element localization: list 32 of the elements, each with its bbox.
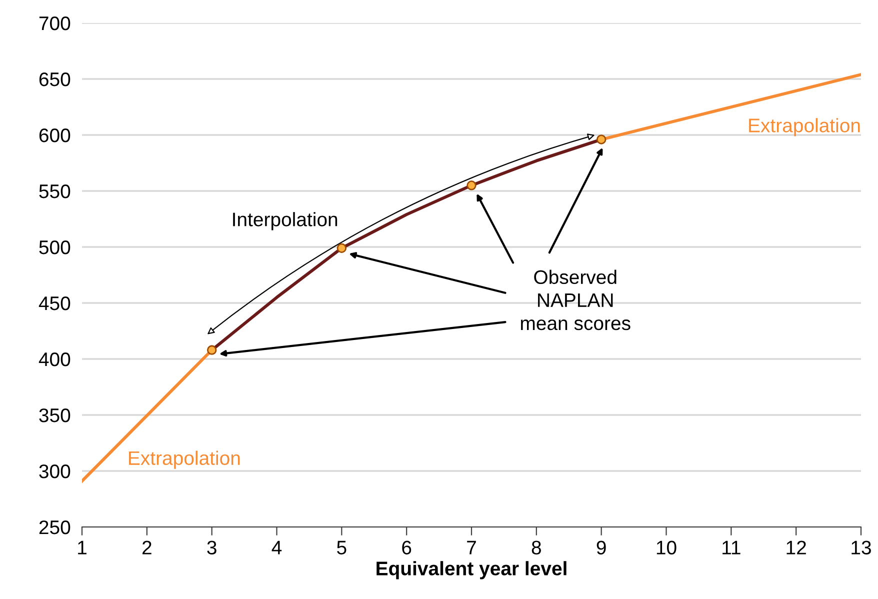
x-tick-label: 10: [656, 540, 676, 554]
y-tick-label: 250: [39, 520, 70, 534]
y-tick-label: 600: [39, 128, 70, 142]
x-tick-label: 9: [596, 540, 606, 554]
point: [336, 243, 347, 253]
annotation: Interpolation: [233, 212, 338, 230]
x-tick-label: 13: [852, 540, 871, 554]
x-tick-label: 2: [142, 540, 152, 554]
x-tick-label: 7: [467, 540, 476, 554]
y-tick-label: 400: [38, 352, 70, 366]
point: [466, 180, 476, 190]
x-tick-label: 12: [786, 540, 806, 554]
x-tick-label: 8: [532, 540, 541, 554]
y-tick-label: 500: [39, 240, 70, 254]
y-tick-label: 650: [39, 72, 70, 86]
x-tick-label: 3: [207, 540, 216, 554]
y-tick-label: 700: [39, 16, 70, 30]
x-tick-label: 5: [337, 540, 346, 554]
annotation: Observed NAPLAN mean scores: [521, 270, 630, 330]
y-tick-label: 550: [39, 184, 70, 198]
x-tick-label: 11: [722, 540, 740, 554]
point: [596, 134, 606, 144]
x-tick-label: 4: [272, 540, 282, 554]
annotation: Extrapolation: [749, 118, 860, 136]
point: [206, 345, 217, 355]
annotation: Extrapolation: [129, 450, 240, 469]
y-tick-label: 300: [39, 464, 70, 478]
x-axis-title: Equivalent year level: [376, 561, 566, 580]
y-tick-label: 450: [38, 296, 70, 310]
x-tick-label: 1: [78, 540, 86, 554]
y-tick-label: 350: [39, 408, 70, 422]
x-tick-label: 6: [402, 540, 412, 554]
